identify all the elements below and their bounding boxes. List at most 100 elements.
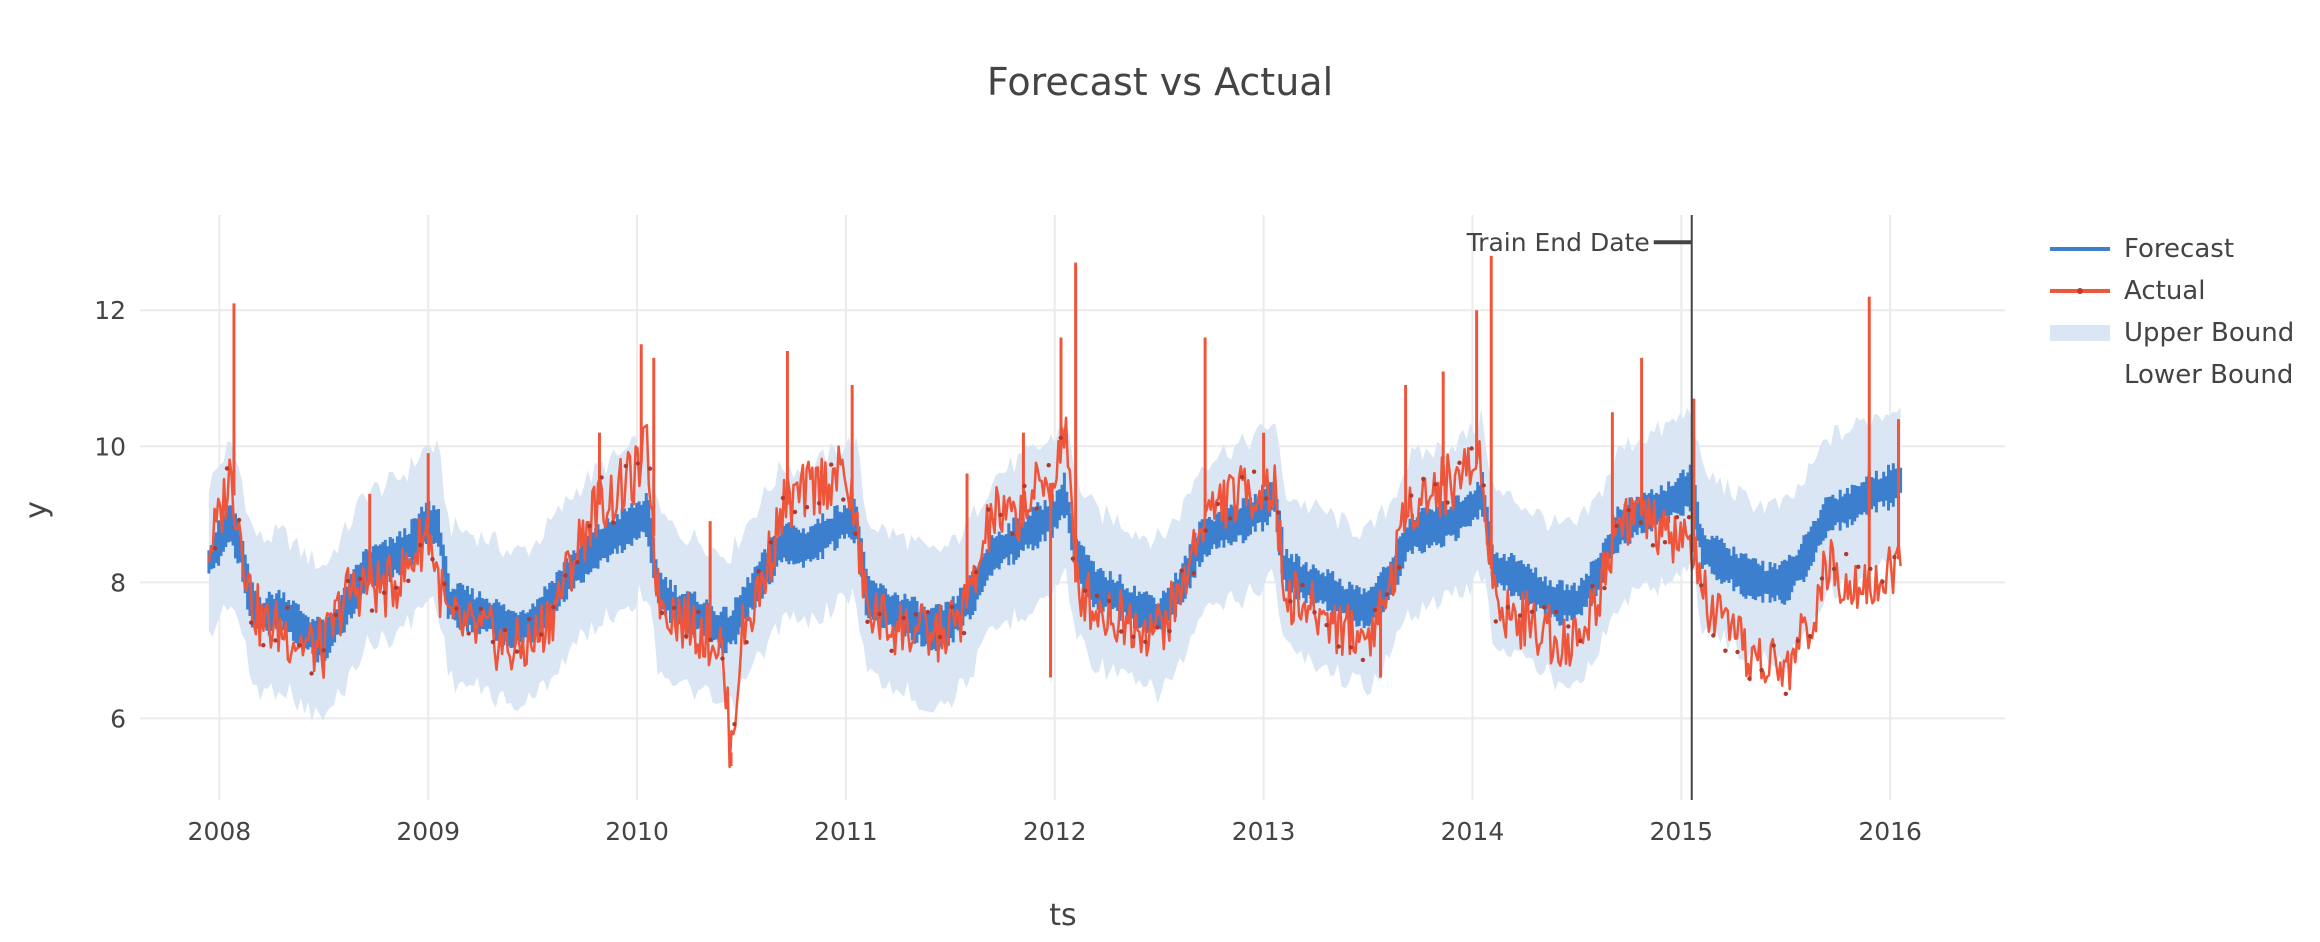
y-tick-label-6: 6 — [110, 704, 126, 733]
actual-point — [1686, 515, 1692, 520]
actual-point — [986, 507, 991, 512]
actual-point — [1227, 516, 1233, 521]
actual-point — [1711, 633, 1716, 638]
actual-point — [974, 570, 979, 575]
actual-point — [1699, 583, 1704, 588]
actual-point — [1880, 579, 1885, 584]
actual-point — [1783, 691, 1789, 696]
actual-series — [207, 255, 1902, 769]
actual-point — [1566, 624, 1571, 629]
actual-point — [1191, 571, 1196, 576]
actual-point — [1795, 638, 1801, 643]
actual-point — [1360, 657, 1366, 663]
actual-point — [490, 639, 496, 645]
actual-point — [1094, 593, 1100, 598]
actual-point — [623, 463, 628, 469]
x-tick-label-2010: 2010 — [605, 817, 669, 846]
actual-point — [889, 648, 894, 653]
train-end-label: Train End Date — [1466, 228, 1650, 257]
actual-point — [1276, 510, 1281, 515]
actual-point — [1215, 501, 1221, 507]
x-tick-label-2011: 2011 — [814, 817, 878, 846]
actual-point — [297, 643, 302, 648]
legend-item-upper-bound[interactable]: Upper Bound — [2050, 312, 2294, 354]
actual-point — [684, 634, 689, 639]
actual-point — [1143, 639, 1148, 644]
actual-point — [551, 605, 556, 610]
legend-item-forecast[interactable]: Forecast — [2050, 228, 2294, 270]
x-tick-label-2015: 2015 — [1649, 817, 1713, 846]
actual-point — [1131, 634, 1136, 639]
actual-point — [309, 671, 314, 676]
actual-point — [1819, 576, 1825, 581]
actual-point — [1517, 613, 1523, 618]
actual-point — [1264, 496, 1269, 501]
actual-point — [925, 609, 931, 615]
legend-label-forecast: Forecast — [2124, 234, 2235, 264]
actual-point — [442, 581, 447, 586]
actual-point — [1034, 506, 1039, 511]
actual-point — [659, 610, 665, 616]
actual-point — [1082, 588, 1088, 593]
actual-point — [381, 590, 387, 595]
actual-point — [1324, 622, 1329, 628]
actual-point — [1868, 566, 1873, 571]
tick-labels: 2008 2009 2010 2011 2012 2013 2014 2015 2016 6 8 10… — [94, 296, 1922, 846]
actual-point — [1119, 629, 1124, 634]
actual-point — [841, 497, 846, 502]
legend-swatch-lower-bound — [2050, 365, 2110, 385]
x-tick-label-2013: 2013 — [1232, 817, 1296, 846]
actual-point — [1650, 543, 1656, 548]
actual-point — [1312, 610, 1317, 615]
actual-point — [1155, 625, 1160, 630]
actual-point — [865, 619, 870, 624]
actual-point — [1554, 609, 1559, 615]
actual-point — [816, 501, 822, 506]
actual-point — [212, 546, 218, 551]
actual-point — [1638, 520, 1644, 525]
actual-point — [1022, 483, 1027, 489]
x-tick-label-2008: 2008 — [188, 817, 252, 846]
actual-point — [1590, 584, 1595, 589]
actual-point — [514, 649, 520, 654]
legend: Forecast Actual Upper Bound Lower Bound — [2050, 228, 2294, 396]
legend-swatch-forecast — [2050, 239, 2110, 259]
actual-point — [635, 461, 641, 466]
actual-point — [1844, 551, 1849, 557]
actual-point — [1892, 555, 1897, 560]
x-tick-label-2014: 2014 — [1441, 817, 1505, 846]
actual-point — [1421, 476, 1426, 482]
x-tick-label-2009: 2009 — [396, 817, 460, 846]
legend-label-upper-bound: Upper Bound — [2124, 318, 2295, 348]
actual-point — [1203, 528, 1209, 533]
actual-point — [1541, 605, 1547, 610]
actual-point — [1771, 643, 1776, 648]
actual-point — [369, 608, 375, 613]
chart-title: Forecast vs Actual — [986, 60, 1334, 104]
actual-point — [1384, 592, 1390, 597]
legend-item-actual[interactable]: Actual — [2050, 270, 2294, 312]
actual-point — [1409, 493, 1414, 498]
actual-point — [1070, 556, 1076, 561]
actual-point — [1396, 565, 1402, 570]
actual-point — [768, 540, 773, 545]
actual-point — [273, 638, 278, 643]
actual-point — [901, 615, 906, 621]
actual-point — [357, 576, 363, 581]
actual-point — [696, 609, 701, 615]
actual-point — [1626, 508, 1631, 513]
actual-point — [1433, 482, 1438, 487]
actual-point — [961, 630, 967, 636]
actual-point — [1578, 638, 1583, 644]
actual-point — [1723, 648, 1728, 653]
actual-point — [1288, 599, 1293, 604]
annotation-layer: Train End Date — [1466, 215, 1693, 800]
actual-point — [285, 605, 290, 610]
actual-point — [1493, 619, 1499, 624]
actual-point — [611, 520, 616, 525]
y-tick-label-10: 10 — [94, 432, 126, 461]
legend-item-lower-bound[interactable]: Lower Bound — [2050, 354, 2294, 396]
actual-point — [418, 542, 423, 548]
actual-point — [792, 509, 798, 515]
